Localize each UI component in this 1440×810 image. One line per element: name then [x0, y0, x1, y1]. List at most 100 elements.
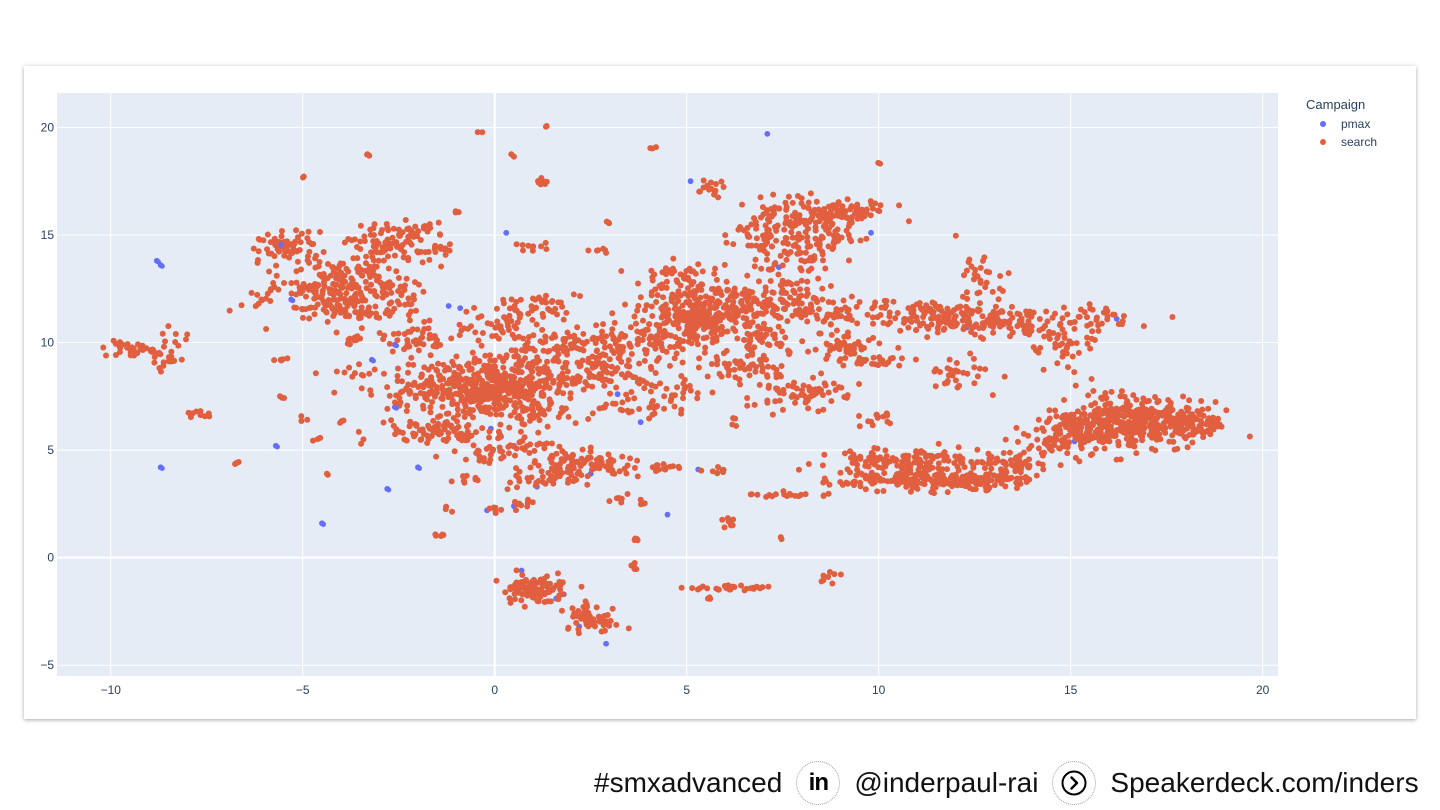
search-point	[1001, 373, 1008, 380]
search-point	[948, 309, 955, 316]
search-point	[588, 461, 595, 468]
search-point	[803, 293, 810, 300]
search-point	[728, 316, 735, 323]
search-point	[663, 284, 670, 291]
search-point	[606, 343, 613, 350]
search-point	[824, 341, 831, 348]
search-point	[573, 619, 580, 626]
search-point	[366, 370, 373, 377]
search-point	[825, 218, 832, 225]
search-point	[541, 445, 548, 452]
search-point	[701, 349, 708, 356]
search-point	[688, 340, 695, 347]
search-point	[931, 368, 938, 375]
search-point	[708, 286, 715, 293]
search-point	[503, 352, 510, 359]
search-point	[862, 462, 869, 469]
search-point	[963, 267, 970, 274]
search-point	[779, 262, 786, 269]
search-point	[571, 334, 578, 341]
search-point	[894, 309, 901, 316]
search-point	[401, 286, 408, 293]
search-point	[952, 232, 959, 239]
chevron-right-circle-icon[interactable]	[1052, 761, 1097, 805]
search-point	[649, 464, 656, 471]
search-point	[738, 297, 745, 304]
search-point	[784, 240, 791, 247]
search-point	[1077, 438, 1084, 445]
search-point	[804, 243, 811, 250]
search-point	[312, 370, 319, 377]
speakerdeck-url[interactable]: Speakerdeck.com/inders	[1110, 767, 1419, 798]
search-point	[513, 382, 520, 389]
search-point	[391, 399, 398, 406]
chart-card: −10 −5 0 5 10 15 20 −5 0 5 10 15 20 Campaign pmax sear…	[24, 66, 1416, 719]
search-point	[614, 348, 621, 355]
search-point	[720, 469, 727, 476]
search-point	[619, 399, 626, 406]
search-point	[517, 296, 524, 303]
search-point	[264, 290, 271, 297]
search-point	[1146, 431, 1153, 438]
search-point	[614, 365, 621, 372]
search-point	[374, 249, 381, 256]
search-point	[280, 280, 287, 287]
search-point	[172, 339, 179, 346]
search-point	[613, 384, 620, 391]
legend-item-search[interactable]: search	[1320, 135, 1377, 149]
search-point	[378, 227, 385, 234]
search-point	[823, 314, 830, 321]
search-point	[889, 455, 896, 462]
search-point	[826, 569, 833, 576]
search-point	[1071, 415, 1078, 422]
search-point	[725, 372, 732, 379]
search-point	[982, 319, 989, 326]
search-point	[1028, 442, 1035, 449]
search-point	[495, 406, 502, 413]
search-point	[507, 599, 514, 606]
search-point	[472, 329, 479, 336]
search-point	[968, 329, 975, 336]
search-point	[588, 466, 595, 473]
search-point	[564, 479, 571, 486]
legend-item-pmax[interactable]: pmax	[1320, 117, 1370, 131]
search-point	[493, 305, 500, 312]
search-point	[822, 382, 829, 389]
search-point	[795, 466, 802, 473]
search-point	[705, 186, 712, 193]
search-point	[989, 288, 996, 295]
search-point	[721, 261, 728, 268]
search-point	[854, 320, 861, 327]
search-point	[391, 252, 398, 259]
search-point	[574, 324, 581, 331]
search-point	[807, 190, 814, 197]
search-point	[1057, 422, 1064, 429]
linkedin-handle[interactable]: @inderpaul-rai	[854, 767, 1039, 798]
search-point	[1046, 407, 1053, 414]
search-point	[685, 277, 692, 284]
search-point	[513, 567, 520, 574]
search-point	[1197, 411, 1204, 418]
search-point	[703, 334, 710, 341]
search-point	[528, 590, 535, 597]
search-point	[362, 260, 369, 267]
search-point	[496, 444, 503, 451]
search-point	[511, 335, 518, 342]
search-point	[482, 352, 489, 359]
search-point	[695, 283, 702, 290]
search-point	[785, 382, 792, 389]
search-point	[823, 226, 830, 233]
search-point	[468, 323, 475, 330]
x-tick-label: −10	[101, 683, 122, 697]
search-point	[971, 380, 978, 387]
search-point	[442, 251, 449, 258]
search-point	[486, 434, 493, 441]
pmax-point	[503, 229, 510, 236]
linkedin-icon[interactable]: in	[796, 761, 841, 805]
search-point	[496, 431, 503, 438]
search-point	[729, 522, 736, 529]
search-point	[460, 386, 467, 393]
search-point	[970, 323, 977, 330]
search-point	[819, 248, 826, 255]
